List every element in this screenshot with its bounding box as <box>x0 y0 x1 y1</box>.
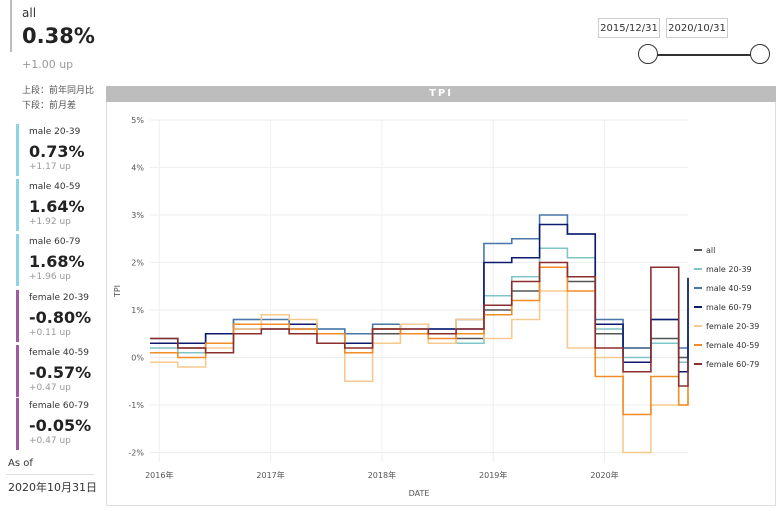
card-change: +0.47 up <box>29 436 71 446</box>
note-lower: 下段：前月差 <box>22 101 77 111</box>
card-change: +0.11 up <box>29 328 71 338</box>
legend-entry: female 60-79 <box>706 360 759 369</box>
as-of-date: 2020年10月31日 <box>8 481 97 494</box>
card-female-60-79: female 60-79 -0.05% +0.47 up <box>16 398 96 450</box>
card-change: +1.17 up <box>29 162 71 172</box>
chart-title: TPI <box>106 86 776 102</box>
card-change: +0.47 up <box>29 383 71 393</box>
card-value: -0.05% <box>29 416 92 435</box>
series-line-female-60-79 <box>150 261 689 387</box>
series-line-female-40-59 <box>150 266 689 416</box>
card-label: male 20-39 <box>29 127 81 137</box>
card-label: female 40-59 <box>29 348 90 358</box>
card-female-20-39: female 20-39 -0.80% +0.11 up <box>16 290 96 342</box>
date-slider-end-handle[interactable] <box>750 44 770 64</box>
card-value: -0.57% <box>29 363 92 382</box>
y-tick-label: 5% <box>131 116 144 125</box>
date-range-end[interactable]: 2020/10/31 <box>666 18 728 38</box>
legend-entry: female 40-59 <box>706 341 759 350</box>
y-tick-label: 0% <box>131 354 144 363</box>
card-value: 1.64% <box>29 197 85 216</box>
y-tick-label: 4% <box>131 164 144 173</box>
legend-entry: male 40-59 <box>706 284 752 293</box>
x-tick-label: 2018年 <box>368 470 396 480</box>
x-tick-label: 2020年 <box>590 470 618 480</box>
y-axis-label: TPI <box>113 285 122 298</box>
summary-change: +1.00 up <box>22 58 74 71</box>
series-line-male-40-59 <box>150 214 689 349</box>
note-upper: 上段：前年同月比 <box>22 86 95 96</box>
x-tick-label: 2017年 <box>256 470 284 480</box>
card-male-60-79: male 60-79 1.68% +1.96 up <box>16 234 96 286</box>
card-change: +1.96 up <box>29 272 71 282</box>
x-tick-label: 2019年 <box>479 470 507 480</box>
legend-entry: male 60-79 <box>706 303 752 312</box>
card-value: -0.80% <box>29 308 92 327</box>
y-tick-label: 1% <box>131 306 144 315</box>
y-tick-label: 2% <box>131 259 144 268</box>
series-line-male-20-39 <box>150 247 689 364</box>
legend-entry: female 20-39 <box>706 322 759 331</box>
x-tick-label: 2016年 <box>145 470 173 480</box>
x-axis-label: DATE <box>409 489 430 498</box>
card-value: 0.73% <box>29 142 85 161</box>
as-of-divider <box>6 474 94 475</box>
card-label: female 60-79 <box>29 401 90 411</box>
series-line-male-60-79 <box>150 223 689 373</box>
card-male-40-59: male 40-59 1.64% +1.92 up <box>16 179 96 231</box>
date-range-start[interactable]: 2015/12/31 <box>598 18 660 38</box>
date-slider-start-handle[interactable] <box>638 44 658 64</box>
legend-entry: male 20-39 <box>706 265 752 274</box>
y-tick-label: -2% <box>128 449 144 458</box>
summary-value: 0.38% <box>22 24 95 48</box>
tpi-line-chart: -2% -1% 0% 1% 2% 3% 4% 5% 2016年 2017年 2018年 2019年 20… <box>113 116 759 498</box>
date-slider-track[interactable] <box>648 54 760 56</box>
legend-entry: all <box>706 246 715 255</box>
card-female-40-59: female 40-59 -0.57% +0.47 up <box>16 345 96 397</box>
summary-card: all 0.38% <box>10 0 100 52</box>
y-tick-label: -1% <box>128 401 144 410</box>
card-label: male 60-79 <box>29 237 81 247</box>
card-label: female 20-39 <box>29 293 90 303</box>
as-of-label: As of <box>8 458 33 469</box>
y-tick-label: 3% <box>131 211 144 220</box>
summary-label: all <box>22 6 37 20</box>
series-line-female-20-39 <box>150 290 689 454</box>
card-value: 1.68% <box>29 252 85 271</box>
card-male-20-39: male 20-39 0.73% +1.17 up <box>16 124 96 176</box>
card-label: male 40-59 <box>29 182 81 192</box>
card-change: +1.92 up <box>29 217 71 227</box>
